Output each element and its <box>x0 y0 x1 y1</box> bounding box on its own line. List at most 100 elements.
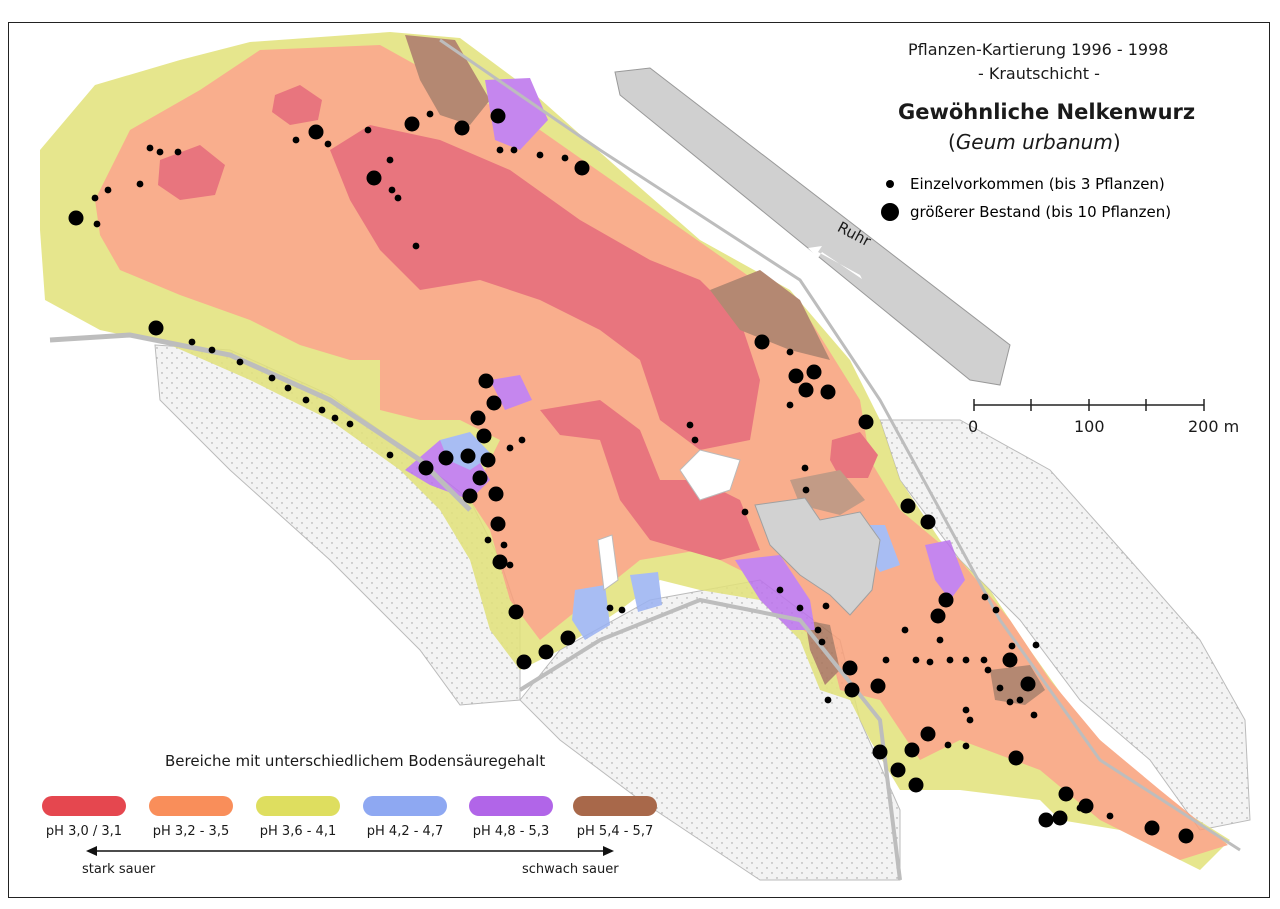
small-occurrence-dot <box>962 656 970 664</box>
small-occurrence-dot <box>824 696 832 704</box>
large-occurrence-dot <box>844 682 860 698</box>
label-ph-4-2: pH 4,2 - 4,7 <box>366 824 444 839</box>
large-occurrence-dot <box>472 470 488 486</box>
small-occurrence-dot <box>1106 812 1114 820</box>
large-occurrence-dot <box>788 368 804 384</box>
river-ruhr <box>614 67 1011 386</box>
swatch-ph-5-4 <box>573 796 657 816</box>
small-occurrence-dot <box>946 656 954 664</box>
large-occurrence-dot <box>366 170 382 186</box>
small-occurrence-dot <box>188 338 196 346</box>
large-occurrence-dot <box>920 514 936 530</box>
path-riverbank <box>439 38 1241 852</box>
small-occurrence-dot <box>1008 642 1016 650</box>
large-occurrence-dot <box>858 414 874 430</box>
large-occurrence-dot <box>904 742 920 758</box>
small-occurrence-dot <box>388 186 396 194</box>
building-complex <box>754 497 881 616</box>
small-occurrence-dot <box>691 436 699 444</box>
scale-label-200: 200 m <box>1188 417 1240 436</box>
large-occurrence-dot <box>930 608 946 624</box>
label-ph-3-6: pH 3,6 - 4,1 <box>259 824 337 839</box>
small-occurrence-dot <box>818 638 826 646</box>
small-occurrence-dot <box>822 602 830 610</box>
small-occurrence-dot <box>331 414 339 422</box>
large-occurrence-dot <box>938 592 954 608</box>
species-latin: (Geum urbanum) <box>948 130 1121 154</box>
small-occurrence-dot <box>1006 698 1014 706</box>
large-occurrence-dot <box>492 554 508 570</box>
small-occurrence-dot <box>412 242 420 250</box>
large-occurrence-dot <box>1020 676 1036 692</box>
large-occurrence-dot <box>490 108 506 124</box>
zone-ph-5-4-5-7-east <box>710 270 830 360</box>
small-occurrence-dot <box>606 604 614 612</box>
survey-title: Pflanzen-Kartierung 1996 - 1998 <box>908 40 1169 59</box>
zone-ph-4-8-5-3-north <box>485 78 548 150</box>
large-occurrence-dot <box>308 124 324 140</box>
large-occurrence-dot <box>470 410 486 426</box>
small-occurrence-dot <box>1016 696 1024 704</box>
zone-ph-3-0-3-1-center <box>540 400 760 560</box>
swatch-ph-4-8 <box>469 796 553 816</box>
large-occurrence-dot <box>1008 750 1024 766</box>
small-occurrence-dot <box>962 742 970 750</box>
large-occurrence-dot <box>890 762 906 778</box>
small-occurrence-dot <box>802 486 810 494</box>
large-occurrence-dot <box>820 384 836 400</box>
small-occurrence-dot <box>268 374 276 382</box>
small-occurrence-dot <box>992 606 1000 614</box>
large-occurrence-dot <box>1144 820 1160 836</box>
large-occurrence-dot <box>574 160 590 176</box>
small-occurrence-dot <box>394 194 402 202</box>
large-occurrence-dot <box>1052 810 1068 826</box>
small-occurrence-dot <box>484 536 492 544</box>
soil-legend-title: Bereiche mit unterschiedlichem Bodensäur… <box>165 752 546 770</box>
small-occurrence-dot <box>506 561 514 569</box>
small-occurrence-dot <box>801 464 809 472</box>
small-occurrence-dot <box>686 421 694 429</box>
small-occurrence-dot <box>426 110 434 118</box>
small-occurrence-dot <box>208 346 216 354</box>
zone-ph-4-8-5-3-mid <box>490 375 532 410</box>
small-occurrence-dot <box>510 146 518 154</box>
label-ph-4-8: pH 4,8 - 5,3 <box>472 824 550 839</box>
large-occurrence-dot <box>454 120 470 136</box>
small-occurrence-dot <box>962 706 970 714</box>
legend-large-occurrence: größerer Bestand (bis 10 Pflanzen) <box>880 203 1171 221</box>
zone-ph-3-0-3-1-north <box>330 125 760 450</box>
small-occurrence-dot <box>1032 641 1040 649</box>
legend-large-label: größerer Bestand (bis 10 Pflanzen) <box>910 203 1172 221</box>
large-occurrence-dot <box>148 320 164 336</box>
small-occurrence-dot <box>500 541 508 549</box>
large-occurrence-dot <box>806 364 822 380</box>
small-occurrence-dot <box>882 656 890 664</box>
small-occurrence-dot <box>926 658 934 666</box>
swatch-ph-3-2 <box>149 796 233 816</box>
acidity-arrow <box>86 846 614 856</box>
small-occurrence-dot <box>174 148 182 156</box>
small-occurrence-dot <box>518 436 526 444</box>
scale-weak-acid: schwach sauer <box>522 862 619 877</box>
small-occurrence-dot <box>386 451 394 459</box>
small-occurrence-dot <box>1030 711 1038 719</box>
large-occurrence-dot <box>754 334 770 350</box>
label-ph-5-4: pH 5,4 - 5,7 <box>576 824 654 839</box>
species-name: Gewöhnliche Nelkenwurz <box>898 100 1196 124</box>
small-occurrence-dot <box>944 741 952 749</box>
small-occurrence-dot <box>506 444 514 452</box>
zone-ph-3-0-3-1-west <box>158 145 225 200</box>
small-occurrence-dot <box>302 396 310 404</box>
large-occurrence-dot <box>418 460 434 476</box>
small-occurrence-dot <box>136 180 144 188</box>
small-occurrence-dot <box>786 348 794 356</box>
small-occurrence-dot <box>146 144 154 152</box>
large-occurrence-dot <box>488 486 504 502</box>
river-flow-arrow <box>808 246 862 279</box>
large-occurrence-dot <box>462 488 478 504</box>
zone-ph-3-2-3-5 <box>95 45 1228 860</box>
small-occurrence-dot <box>156 148 164 156</box>
swatch-ph-3-6 <box>256 796 340 816</box>
large-occurrence-dot <box>476 428 492 444</box>
large-occurrence-dot <box>798 382 814 398</box>
